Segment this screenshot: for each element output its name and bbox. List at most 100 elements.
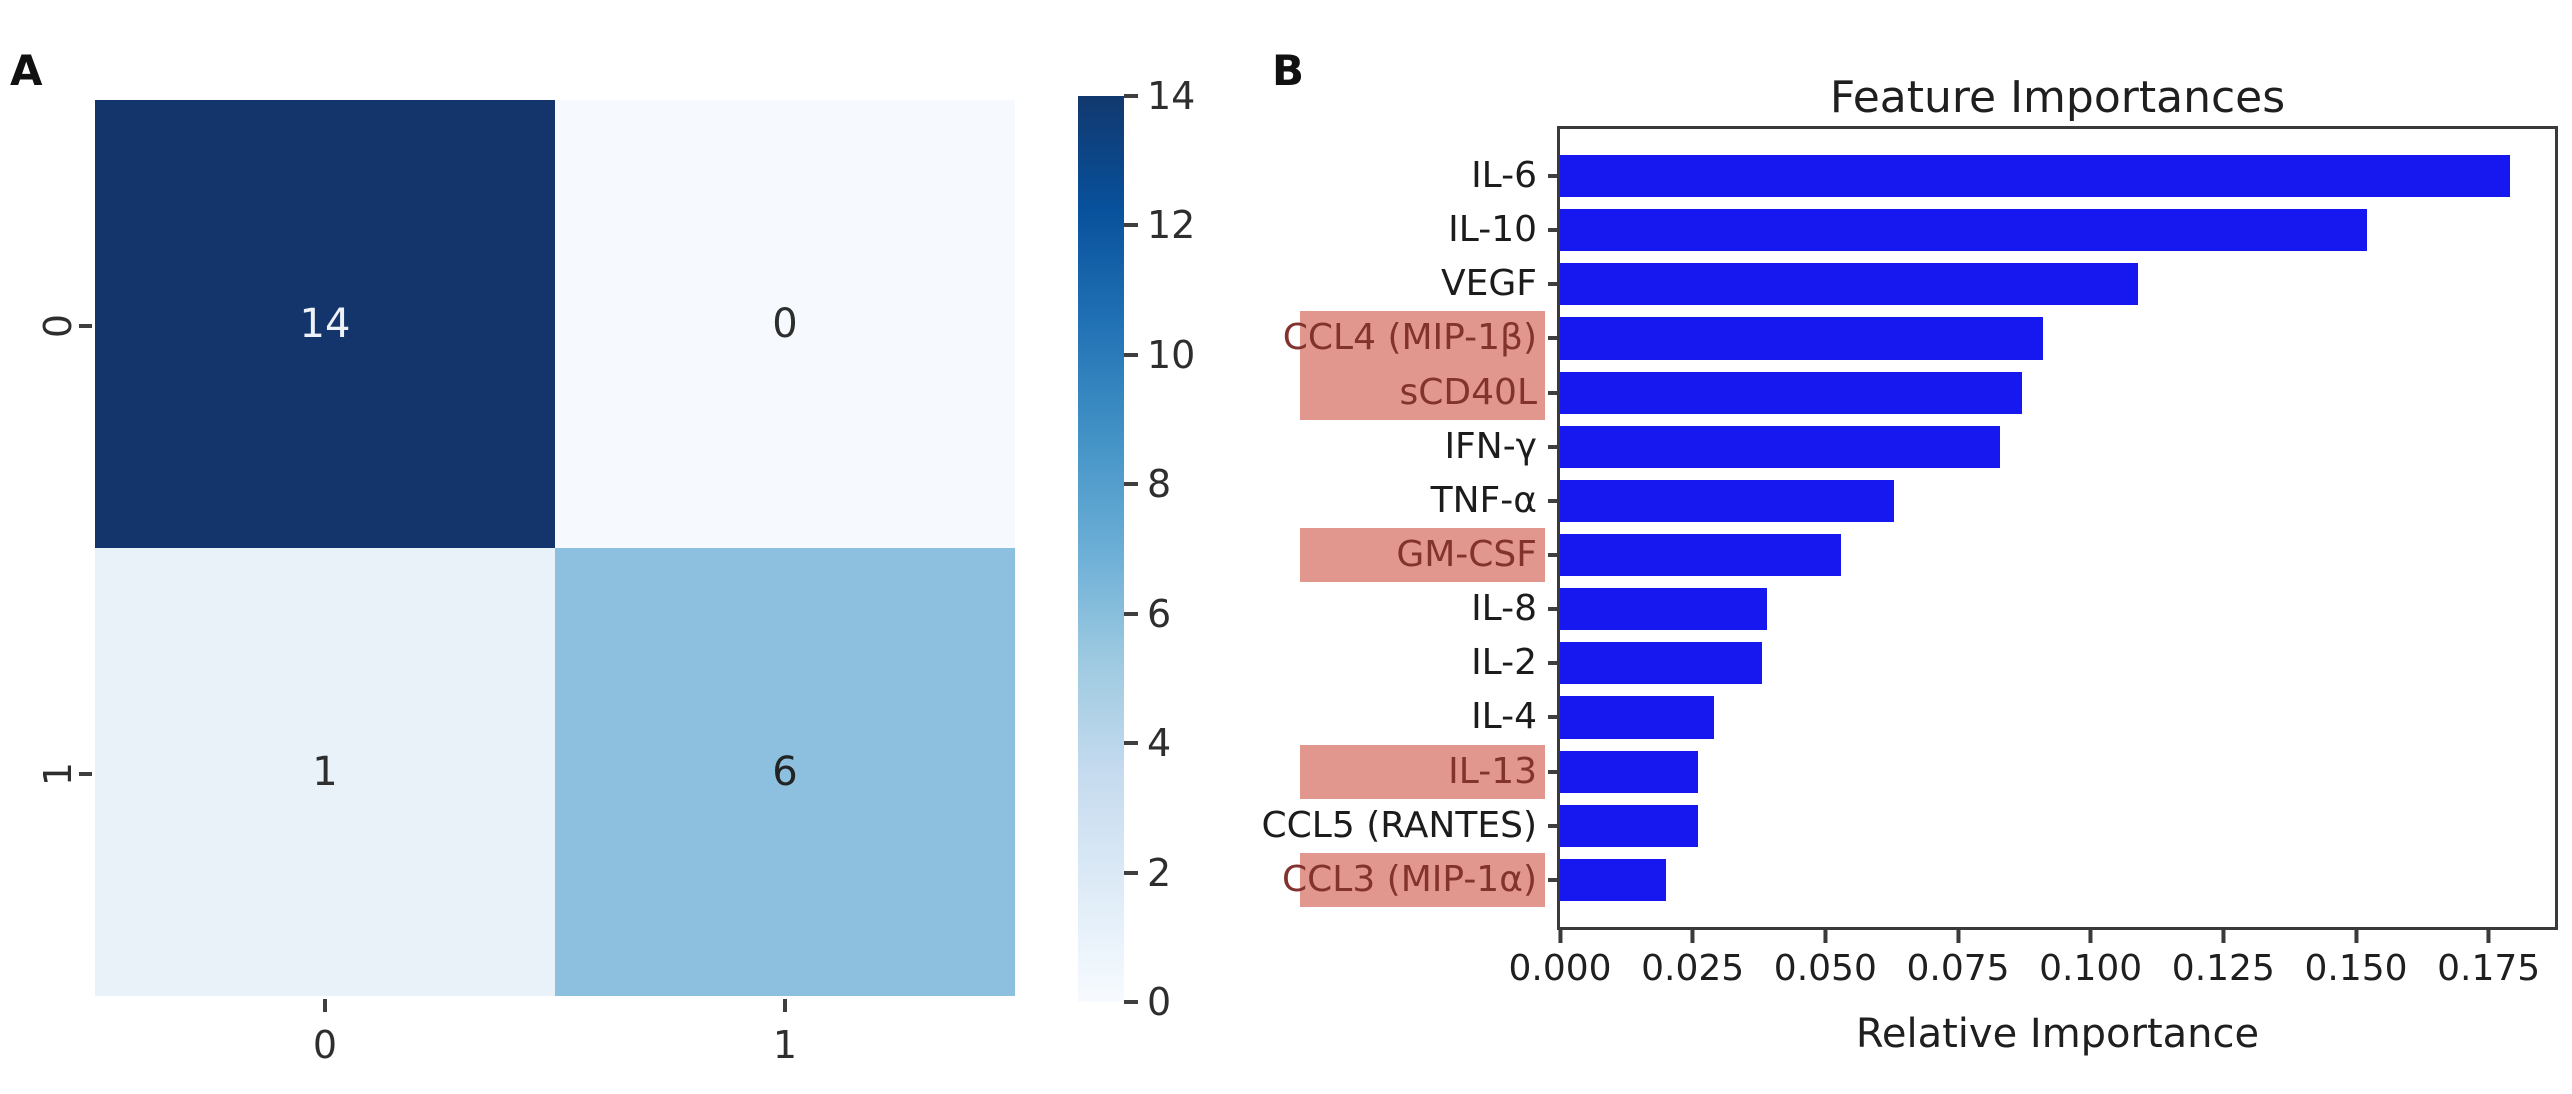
- x-tick-mark: [1558, 930, 1562, 943]
- colorbar-tick-mark: [1124, 352, 1138, 357]
- bar-row: [1560, 853, 2555, 907]
- panel-a-label: A: [10, 46, 43, 95]
- x-tick: 0.125: [2172, 930, 2275, 987]
- chart-title: Feature Importances: [1829, 72, 2286, 123]
- matrix-cell-1-0: 1: [95, 548, 555, 996]
- bars-container: [1560, 129, 2555, 927]
- y-axis-label: CCL5 (RANTES): [1261, 804, 1537, 846]
- y-tick-mark: [1548, 877, 1557, 882]
- bar-il-2: [1560, 642, 1762, 685]
- bar-il-13: [1560, 750, 1698, 793]
- y-axis-label: CCL3 (MIP-1α): [1282, 858, 1537, 900]
- bar-row: [1560, 149, 2555, 203]
- y-tick-mark: [1548, 715, 1557, 720]
- x-tick-mark: [2486, 930, 2491, 943]
- colorbar-tick-mark: [1124, 741, 1138, 746]
- colorbar-tick-label: 4: [1147, 721, 1172, 766]
- x-tick: 0.000: [1508, 930, 1612, 989]
- colorbar-ticks: 14 12 10 8 6 4 2 0: [1124, 77, 1234, 1021]
- x-tick: 0.025: [1641, 930, 1744, 987]
- y-axis-label-row: CCL4 (MIP-1β): [1283, 311, 1557, 366]
- y-axis-label-row: IL-2: [1300, 636, 1557, 690]
- x-tick-label: 0.100: [2039, 948, 2143, 989]
- x-tick-mark: [1956, 930, 1960, 943]
- x-tick-label: 0.025: [1641, 948, 1745, 989]
- bar-row: [1560, 799, 2555, 853]
- x-tick-label: 0.050: [1773, 948, 1877, 989]
- y-axis-label-row: IL-13: [1300, 744, 1557, 799]
- y-axis-label-row: GM-CSF: [1300, 527, 1557, 583]
- y-axis-label-row: TNF-α: [1300, 474, 1557, 528]
- y-axis-label: IL-2: [1471, 642, 1537, 684]
- y-axis-label: IL-13: [1448, 750, 1537, 792]
- bar-tnf-a: [1560, 479, 1895, 523]
- y-tick-mark: [1548, 228, 1557, 233]
- matrix-y-tick-mark: [79, 324, 92, 328]
- x-tick: 0.100: [2039, 930, 2142, 987]
- y-axis-label-row: IFN-γ: [1300, 420, 1557, 474]
- bar-il-8: [1560, 588, 1767, 631]
- matrix-x-tick-mark: [783, 999, 787, 1012]
- y-tick-mark: [1548, 607, 1557, 612]
- x-tick-mark: [2221, 930, 2226, 943]
- y-tick-mark: [1548, 553, 1557, 558]
- y-tick-mark: [1548, 498, 1557, 503]
- x-tick: 0.150: [2304, 930, 2408, 987]
- bar-row: [1560, 366, 2555, 420]
- y-axis-label-row: CCL3 (MIP-1α): [1282, 852, 1557, 907]
- bar-row: [1560, 636, 2555, 690]
- y-axis-label: sCD40L: [1399, 371, 1537, 413]
- y-axis-label-row: CCL5 (RANTES): [1262, 799, 1557, 853]
- y-tick-mark: [1548, 661, 1557, 666]
- bar-il-6: [1560, 154, 2510, 198]
- x-tick-label: 0.000: [1508, 948, 1612, 989]
- y-axis-labels: IL-6 IL-10 VEGF CCL4 (MIP-1β) sCD40L IFN…: [1262, 129, 1557, 927]
- y-tick-mark: [1548, 444, 1557, 449]
- bar-row: [1560, 745, 2555, 799]
- bar-row: [1560, 582, 2555, 636]
- matrix-x-tick-mark: [323, 999, 327, 1012]
- y-axis-label: CCL4 (MIP-1β): [1282, 317, 1537, 359]
- y-tick-mark: [1548, 390, 1557, 395]
- colorbar-tick-label: 0: [1147, 979, 1172, 1024]
- colorbar-tick-label: 8: [1147, 462, 1172, 507]
- x-tick-label: 0.125: [2171, 948, 2275, 989]
- bar-vegf: [1560, 263, 2139, 306]
- y-axis-label: GM-CSF: [1396, 534, 1537, 576]
- colorbar-tick-mark: [1124, 223, 1138, 228]
- colorbar-tick-mark: [1124, 482, 1138, 487]
- colorbar-tick-mark: [1124, 999, 1138, 1004]
- bar-scd40l: [1560, 371, 2022, 414]
- matrix-y-tick-label-0: 0: [36, 313, 80, 339]
- plot-area: [1557, 126, 2558, 930]
- matrix-x-tick-label-1: 1: [772, 1023, 798, 1067]
- y-axis-label: IFN-γ: [1444, 425, 1537, 467]
- bar-row: [1560, 528, 2555, 582]
- bar-row: [1560, 257, 2555, 311]
- colorbar-tick-mark: [1124, 94, 1138, 98]
- y-axis-label-row: IL-10: [1300, 203, 1557, 257]
- x-tick: 0.075: [1906, 930, 2010, 987]
- bar-row: [1560, 420, 2555, 474]
- confusion-matrix: 14 0 1 6: [95, 100, 1015, 996]
- colorbar-tick-mark: [1124, 611, 1138, 616]
- matrix-y-tick-label-1: 1: [36, 761, 80, 787]
- bar-il-4: [1560, 696, 1714, 739]
- x-axis-ticks: 0.000 0.025 0.050 0.075 0.100 0.125 0.15…: [1508, 930, 2555, 1010]
- matrix-x-tick-label-0: 0: [312, 1023, 338, 1067]
- y-axis-label: IL-10: [1448, 209, 1537, 251]
- panel-b-label: B: [1272, 46, 1305, 95]
- matrix-cell-0-0: 14: [95, 100, 555, 548]
- bar-row: [1560, 203, 2555, 257]
- bar-row: [1560, 690, 2555, 744]
- y-tick-mark: [1548, 769, 1557, 774]
- x-tick-label: 0.175: [2437, 948, 2541, 989]
- matrix-cell-0-1: 0: [555, 100, 1015, 548]
- y-axis-label-row: IL-6: [1300, 149, 1557, 203]
- x-axis-title: Relative Importance: [1855, 1011, 2260, 1057]
- y-axis-label-row: IL-8: [1300, 582, 1557, 636]
- colorbar: [1078, 96, 1124, 1002]
- bar-ccl3: [1560, 858, 1667, 901]
- y-axis-label: VEGF: [1441, 263, 1537, 305]
